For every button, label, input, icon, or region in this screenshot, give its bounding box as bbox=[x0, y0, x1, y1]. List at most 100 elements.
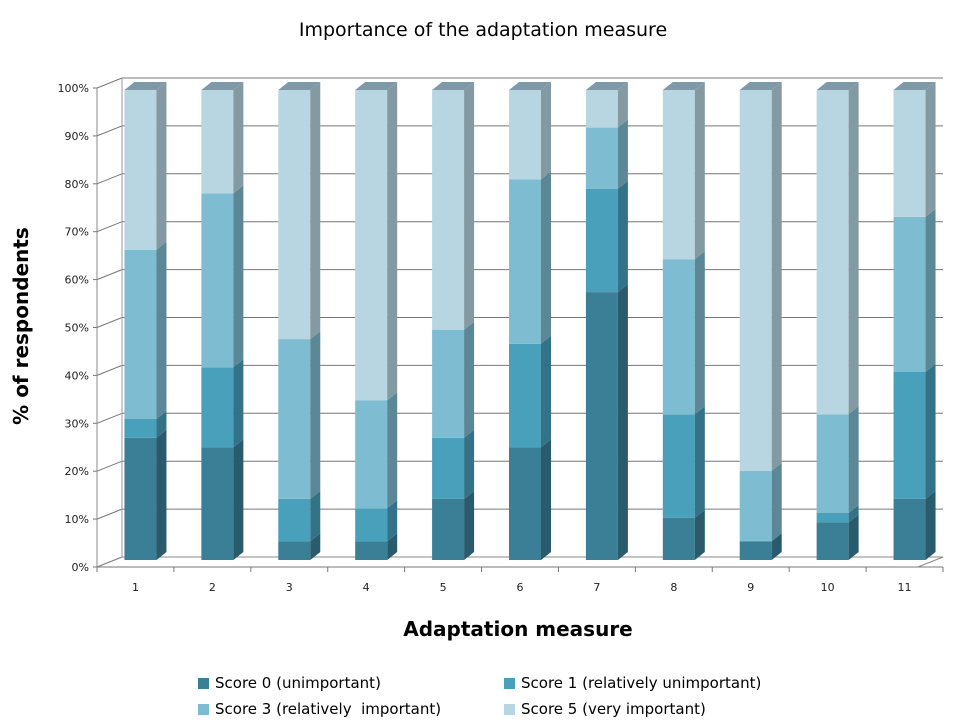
bar-side-11-Score 1 (relatively unimportant) bbox=[925, 364, 936, 499]
bar-side-2-Score 1 (relatively unimportant) bbox=[233, 359, 244, 448]
gridline-diag bbox=[96, 173, 123, 185]
bar-5-Score 3 (relatively important) bbox=[432, 329, 465, 438]
bar-5-Score 1 (relatively unimportant) bbox=[432, 437, 465, 499]
bar-6-Score 0 (unimportant) bbox=[509, 447, 541, 560]
bar-side-5-Score 3 (relatively important) bbox=[464, 321, 475, 438]
bar-side-8-Score 1 (relatively unimportant) bbox=[694, 406, 705, 518]
x-tick-label: 1 bbox=[132, 581, 139, 594]
y-tick-label: 0% bbox=[72, 561, 89, 574]
gridline-diag bbox=[96, 77, 123, 89]
bar-side-9-Score 3 (relatively important) bbox=[771, 462, 782, 542]
bar-side-1-Score 3 (relatively important) bbox=[156, 241, 167, 419]
bar-side-4-Score 0 (unimportant) bbox=[387, 533, 398, 560]
gridline-diag bbox=[96, 508, 123, 520]
legend: Score 0 (unimportant) Score 1 (relativel… bbox=[198, 670, 798, 722]
legend-swatch bbox=[504, 677, 515, 689]
bar-2-Score 1 (relatively unimportant) bbox=[201, 367, 234, 448]
bar-side-11-Score 0 (unimportant) bbox=[925, 490, 936, 560]
gridline-diag bbox=[96, 412, 123, 424]
bar-side-6-Score 1 (relatively unimportant) bbox=[541, 335, 551, 448]
legend-row: Score 3 (relatively important) Score 5 (… bbox=[198, 696, 798, 722]
bar-side-10-Score 5 (very important) bbox=[848, 82, 859, 415]
bar-5-Score 5 (very important) bbox=[432, 90, 465, 330]
bar-8-Score 1 (relatively unimportant) bbox=[662, 414, 695, 518]
bar-4-Score 3 (relatively important) bbox=[355, 400, 388, 509]
bar-2-Score 5 (very important) bbox=[201, 90, 234, 194]
y-tick-label: 90% bbox=[65, 130, 89, 143]
bar-top-10 bbox=[816, 82, 859, 90]
x-tick-label: 6 bbox=[517, 581, 524, 594]
bar-10-Score 1 (relatively unimportant) bbox=[816, 513, 849, 523]
bar-top-6 bbox=[509, 82, 551, 90]
legend-label: Score 0 (unimportant) bbox=[215, 674, 381, 692]
bar-side-6-Score 0 (unimportant) bbox=[541, 439, 551, 560]
bar-side-1-Score 1 (relatively unimportant) bbox=[156, 411, 167, 438]
bar-10-Score 5 (very important) bbox=[816, 90, 849, 415]
bar-top-11 bbox=[893, 82, 936, 90]
bar-top-5 bbox=[432, 82, 475, 90]
bar-side-5-Score 1 (relatively unimportant) bbox=[464, 429, 475, 499]
bar-top-9 bbox=[739, 82, 782, 90]
bar-side-10-Score 0 (unimportant) bbox=[848, 514, 859, 560]
bar-3-Score 5 (very important) bbox=[278, 90, 311, 340]
y-tick-label: 40% bbox=[65, 369, 89, 382]
bar-11-Score 1 (relatively unimportant) bbox=[893, 372, 926, 499]
x-tick-labels: 1 2 3 4 5 6 7 8 9 10 11 bbox=[132, 581, 912, 594]
y-tick-label: 10% bbox=[65, 513, 89, 526]
bar-8-Score 5 (very important) bbox=[662, 90, 695, 260]
gridline-diag bbox=[96, 460, 123, 472]
bar-side-1-Score 0 (unimportant) bbox=[156, 429, 167, 560]
legend-swatch bbox=[504, 703, 515, 715]
y-tick-label: 70% bbox=[65, 226, 89, 239]
x-tick-label: 5 bbox=[440, 581, 447, 594]
bar-side-7-Score 1 (relatively unimportant) bbox=[617, 180, 628, 293]
bar-4-Score 0 (unimportant) bbox=[355, 541, 388, 560]
bar-top-1 bbox=[124, 82, 167, 90]
bar-side-7-Score 0 (unimportant) bbox=[617, 284, 628, 560]
bar-side-9-Score 0 (unimportant) bbox=[771, 533, 782, 560]
bar-side-11-Score 5 (very important) bbox=[925, 82, 936, 217]
gridline-diag bbox=[96, 269, 123, 281]
bar-top-4 bbox=[355, 82, 398, 90]
bar-side-4-Score 3 (relatively important) bbox=[387, 392, 398, 509]
bar-side-5-Score 0 (unimportant) bbox=[464, 490, 475, 560]
bar-2-Score 0 (unimportant) bbox=[201, 447, 234, 560]
bar-10-Score 0 (unimportant) bbox=[816, 522, 849, 560]
bar-4-Score 5 (very important) bbox=[355, 90, 388, 401]
bar-side-5-Score 5 (very important) bbox=[464, 82, 475, 330]
bar-side-3-Score 1 (relatively unimportant) bbox=[310, 490, 321, 542]
legend-item-score-5: Score 5 (very important) bbox=[504, 700, 706, 718]
bar-8-Score 3 (relatively important) bbox=[662, 259, 695, 415]
bar-3-Score 1 (relatively unimportant) bbox=[278, 498, 311, 542]
legend-swatch bbox=[198, 703, 209, 715]
bar-side-2-Score 5 (very important) bbox=[233, 82, 244, 194]
bar-side-10-Score 3 (relatively important) bbox=[848, 406, 859, 513]
bar-7-Score 3 (relatively important) bbox=[585, 127, 618, 189]
bar-9-Score 0 (unimportant) bbox=[739, 541, 772, 560]
x-tick-label: 9 bbox=[747, 581, 754, 594]
bar-1-Score 1 (relatively unimportant) bbox=[124, 419, 157, 438]
y-tick-label: 100% bbox=[58, 82, 89, 95]
legend-item-score-3: Score 3 (relatively important) bbox=[198, 700, 504, 718]
bar-side-3-Score 3 (relatively important) bbox=[310, 331, 321, 499]
bar-side-6-Score 5 (very important) bbox=[541, 82, 551, 180]
bar-top-7 bbox=[585, 82, 628, 90]
bar-top-2 bbox=[201, 82, 244, 90]
bar-side-8-Score 5 (very important) bbox=[694, 82, 705, 260]
gridline-diag bbox=[96, 125, 123, 137]
x-tick-label: 8 bbox=[670, 581, 677, 594]
bar-side-3-Score 5 (very important) bbox=[310, 82, 321, 340]
x-tick-label: 3 bbox=[286, 581, 293, 594]
chart-walls bbox=[96, 78, 944, 568]
bar-1-Score 5 (very important) bbox=[124, 90, 157, 250]
bar-3-Score 3 (relatively important) bbox=[278, 339, 311, 499]
y-tick-label: 80% bbox=[65, 178, 89, 191]
bar-side-8-Score 0 (unimportant) bbox=[694, 509, 705, 560]
bar-side-7-Score 5 (very important) bbox=[617, 82, 628, 128]
bar-11-Score 3 (relatively important) bbox=[893, 216, 926, 372]
legend-item-score-0: Score 0 (unimportant) bbox=[198, 674, 504, 692]
bar-4-Score 1 (relatively unimportant) bbox=[355, 508, 388, 542]
x-tick-label: 2 bbox=[209, 581, 216, 594]
y-tick-label: 60% bbox=[65, 274, 89, 287]
bar-10-Score 3 (relatively important) bbox=[816, 414, 849, 513]
